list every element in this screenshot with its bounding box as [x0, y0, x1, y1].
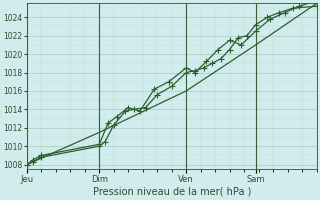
X-axis label: Pression niveau de la mer( hPa ): Pression niveau de la mer( hPa ): [92, 187, 251, 197]
